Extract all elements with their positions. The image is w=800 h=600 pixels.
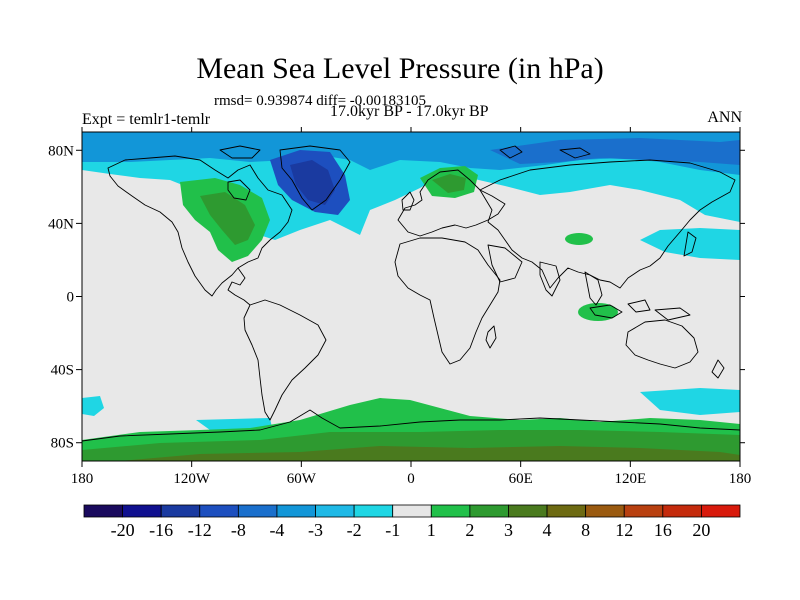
colorbar-level-label: 4	[543, 520, 552, 540]
colorbar-box	[353, 504, 394, 518]
experiment-line: Expt = temlr1-temlr	[82, 111, 211, 128]
colorbar-level-label: 3	[504, 520, 513, 540]
colorbar-box	[83, 504, 123, 518]
colorbar-labels: -20 -16 -12 -8 -4 -3 -2 -1 1 2 3 4 8 12 16 20	[111, 520, 711, 540]
y-tick-label: 80N	[48, 143, 74, 159]
antarctic-anomaly-max	[120, 446, 740, 461]
map-panel	[82, 132, 740, 461]
coastline-antarctica	[82, 409, 740, 442]
south-pacific-anomaly	[82, 396, 104, 416]
colorbar-box	[276, 504, 316, 518]
plot-title: Mean Sea Level Pressure (in hPa)	[196, 52, 604, 85]
colorbar-box	[701, 504, 741, 518]
y-tick-label: 40S	[51, 363, 74, 379]
colorbar-level-label: 1	[427, 520, 436, 540]
colorbar-level-label: -20	[111, 520, 135, 540]
coastline-india	[539, 261, 561, 297]
colorbar-box	[585, 504, 625, 518]
south-indian-anomaly	[640, 388, 740, 415]
x-tick-label: 120W	[173, 471, 211, 487]
coastline-japan	[683, 231, 697, 257]
period-line: 17.0kyr BP - 17.0kyr BP	[330, 103, 489, 120]
coastline-asia	[479, 159, 736, 289]
central-asia-anomaly	[565, 233, 593, 245]
colorbar-level-label: 20	[692, 520, 710, 540]
scandinavia-anomaly-core	[432, 174, 466, 193]
coastline-greenland	[279, 145, 351, 211]
colorbar-box	[546, 504, 587, 518]
coastline-uk	[401, 191, 415, 211]
axis-ticks	[76, 127, 745, 467]
coastline-indonesia	[589, 299, 691, 321]
colorbar-level-label: -1	[385, 520, 400, 540]
x-tick-label: 60W	[287, 471, 317, 487]
colorbar-level-label: -16	[149, 520, 173, 540]
northeast-asia-anomaly	[640, 228, 740, 260]
colorbar-box	[662, 504, 702, 518]
x-tick-label: 60E	[509, 471, 533, 487]
colorbar-box	[430, 504, 471, 518]
colorbar-level-label: -3	[308, 520, 323, 540]
coastline-arctic-islands	[219, 145, 591, 159]
coastline-europe	[397, 169, 506, 237]
y-tick-label: 40N	[48, 216, 74, 232]
coastline-south-america	[243, 299, 327, 421]
colorbar-box	[315, 504, 355, 518]
north-pacific-anomaly	[490, 138, 740, 165]
indian-ocean-anomaly	[578, 303, 618, 321]
colorbar-box	[508, 504, 548, 518]
coastline-hudson-bay	[227, 179, 251, 201]
coastline-madagascar	[485, 325, 497, 349]
colorbar-level-label: 12	[615, 520, 633, 540]
season-label: ANN	[707, 109, 742, 126]
colorbar-box	[122, 504, 162, 518]
colorbar-box	[199, 504, 239, 518]
colorbar-level-label: 16	[654, 520, 672, 540]
axis-labels: 180 120W 60W 0 60E 120E 180 80N 40N 0 40S 80S	[48, 143, 751, 487]
coastline-africa	[394, 237, 501, 365]
y-tick-label: 0	[67, 290, 75, 306]
x-tick-label: 120E	[614, 471, 646, 487]
y-tick-label: 80S	[51, 436, 74, 452]
southeast-pacific-anomaly	[196, 418, 272, 430]
colorbar-box	[469, 504, 509, 518]
colorbar	[83, 504, 741, 518]
colorbar-level-label: -12	[188, 520, 212, 540]
colorbar-level-label: 2	[465, 520, 474, 540]
colorbar-box	[160, 504, 201, 518]
coastline-central-america	[227, 267, 251, 306]
coastline-indochina	[584, 271, 603, 306]
x-tick-label: 180	[729, 471, 752, 487]
colorbar-box	[392, 504, 432, 518]
coastline-arabia	[487, 244, 523, 283]
coastline-australia	[625, 319, 699, 369]
x-tick-label: 180	[71, 471, 94, 487]
colorbar-box	[623, 504, 664, 518]
coastline-north-america	[107, 155, 293, 297]
north-america-anomaly-core	[200, 192, 255, 245]
colorbar-box	[237, 504, 278, 518]
colorbar-level-label: 8	[581, 520, 590, 540]
colorbar-level-label: -8	[231, 520, 246, 540]
coastlines	[82, 145, 740, 442]
stats-line: rmsd= 0.939874 diff= -0.00183105	[214, 93, 427, 109]
colorbar-level-label: -2	[347, 520, 362, 540]
colorbar-level-label: -4	[269, 520, 284, 540]
coastline-new-zealand	[711, 359, 725, 379]
north-atlantic-anomaly-core	[290, 160, 335, 205]
x-tick-label: 0	[407, 471, 415, 487]
